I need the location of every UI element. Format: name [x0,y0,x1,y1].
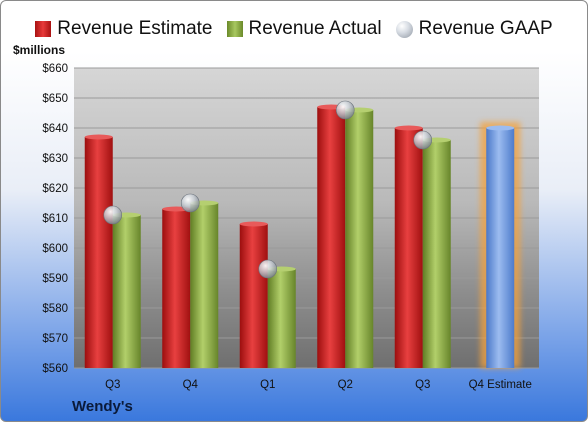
x-tick-label: Q3 [415,379,430,391]
point-gaap [258,259,278,279]
company-name: Wendy's [72,398,133,415]
y-tick-label: $600 [42,243,68,255]
bar-actual [112,215,141,368]
point-gaap [413,130,433,150]
point-gaap [335,100,355,120]
bar-cap [486,125,515,131]
legend-item-estimate: Revenue Estimate [35,16,213,42]
y-tick-label: $580 [42,303,68,315]
legend: Revenue Estimate Revenue Actual Revenue … [0,16,588,42]
y-tick-label: $570 [42,333,68,345]
bar-estimate [317,107,346,368]
legend-swatch-estimate [35,21,52,37]
bar-actual [345,110,374,368]
x-tick-label: Q4 [183,379,199,391]
bar-estimate-forecast [486,128,515,368]
bar-estimate [84,137,113,368]
x-tick-label: Q4 Estimate [469,379,532,391]
bar-cap [239,221,268,227]
legend-item-gaap: Revenue GAAP [395,16,553,42]
x-tick-label: Q1 [260,379,275,391]
y-tick-label: $660 [42,63,68,75]
point-gaap [103,205,123,225]
bar-estimate [394,128,423,368]
x-tick-label: Q2 [338,379,353,391]
point-gaap [180,193,200,213]
y-axis-unit-label: $millions [13,43,66,57]
bar-cap [394,125,423,131]
y-tick-label: $610 [42,213,68,225]
legend-swatch-actual [226,21,243,37]
y-tick-label: $560 [42,363,68,375]
legend-label-estimate: Revenue Estimate [57,18,213,39]
bar-cap [84,134,113,140]
y-tick-label: $620 [42,183,68,195]
bar-actual [267,269,296,368]
legend-item-actual: Revenue Actual [226,16,382,42]
x-tick-label: Q3 [105,379,120,391]
legend-label-actual: Revenue Actual [248,18,382,39]
y-tick-label: $630 [42,153,68,165]
bar-estimate [239,224,268,368]
legend-label-gaap: Revenue GAAP [418,18,553,39]
bar-actual [422,140,451,368]
legend-swatch-gaap [395,20,413,38]
y-tick-label: $640 [42,123,68,135]
bar-actual [190,203,219,368]
y-tick-label: $590 [42,273,68,285]
bar-estimate [162,209,191,368]
y-tick-label: $650 [42,93,68,105]
